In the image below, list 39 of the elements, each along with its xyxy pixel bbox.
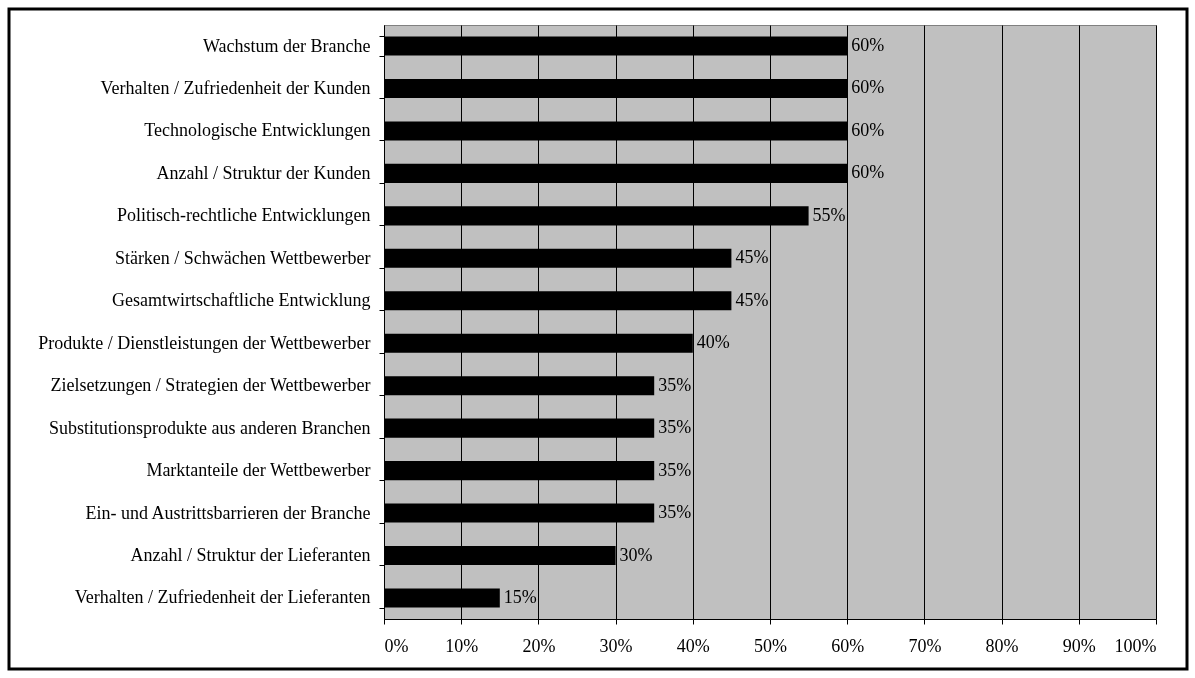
x-tick-label: 70% <box>908 635 942 656</box>
x-tick-label: 20% <box>522 635 556 656</box>
x-tick-label: 90% <box>1062 635 1096 656</box>
data-label: 60% <box>851 162 885 183</box>
data-label: 40% <box>696 332 730 353</box>
data-label: 60% <box>851 35 885 56</box>
y-tick-label: Anzahl / Struktur der Lieferanten <box>130 545 371 566</box>
y-tick-label: Wachstum der Branche <box>203 35 371 56</box>
y-tick-label: Marktanteile der Wettbewerber <box>146 460 371 481</box>
y-tick-label: Technologische Entwicklungen <box>144 120 371 141</box>
data-label: 60% <box>851 119 885 140</box>
y-tick-label: Politisch-rechtliche Entwicklungen <box>117 205 371 226</box>
x-tick-label: 30% <box>599 635 633 656</box>
data-label: 35% <box>658 417 692 438</box>
x-tick-label: 10% <box>445 635 479 656</box>
y-tick-label: Produkte / Dienstleistungen der Wettbewerber <box>38 332 371 353</box>
y-tick-label: Anzahl / Struktur der Kunden <box>156 162 371 183</box>
y-tick-label: Ein- und Austrittsbarrieren der Branche <box>85 502 371 523</box>
data-label: 35% <box>658 374 692 395</box>
y-tick-label: Verhalten / Zufriedenheit der Kunden <box>100 77 371 98</box>
y-tick-label: Zielsetzungen / Strategien der Wettbewerber <box>50 375 371 396</box>
x-tick-label: 0% <box>384 635 409 656</box>
y-tick-label: Verhalten / Zufriedenheit der Lieferanten <box>74 587 371 608</box>
x-tick-label: 80% <box>985 635 1019 656</box>
data-label: 55% <box>812 204 846 225</box>
y-tick-label: Stärken / Schwächen Wettbewerber <box>114 247 371 268</box>
data-label: 45% <box>735 289 769 310</box>
data-label: 30% <box>619 544 653 565</box>
data-label: 60% <box>851 77 885 98</box>
data-label: 45% <box>735 247 769 268</box>
y-tick-label: Gesamtwirtschaftliche Entwicklung <box>112 290 371 311</box>
x-tick-label: 100% <box>1114 635 1157 656</box>
x-tick-label: 40% <box>676 635 710 656</box>
data-label: 35% <box>658 459 692 480</box>
x-tick-label: 50% <box>754 635 787 656</box>
data-label: 15% <box>503 586 537 607</box>
x-tick-label: 60% <box>831 635 865 656</box>
data-label: 35% <box>658 502 692 523</box>
y-tick-label: Substitutionsprodukte aus anderen Branchen <box>49 417 371 438</box>
